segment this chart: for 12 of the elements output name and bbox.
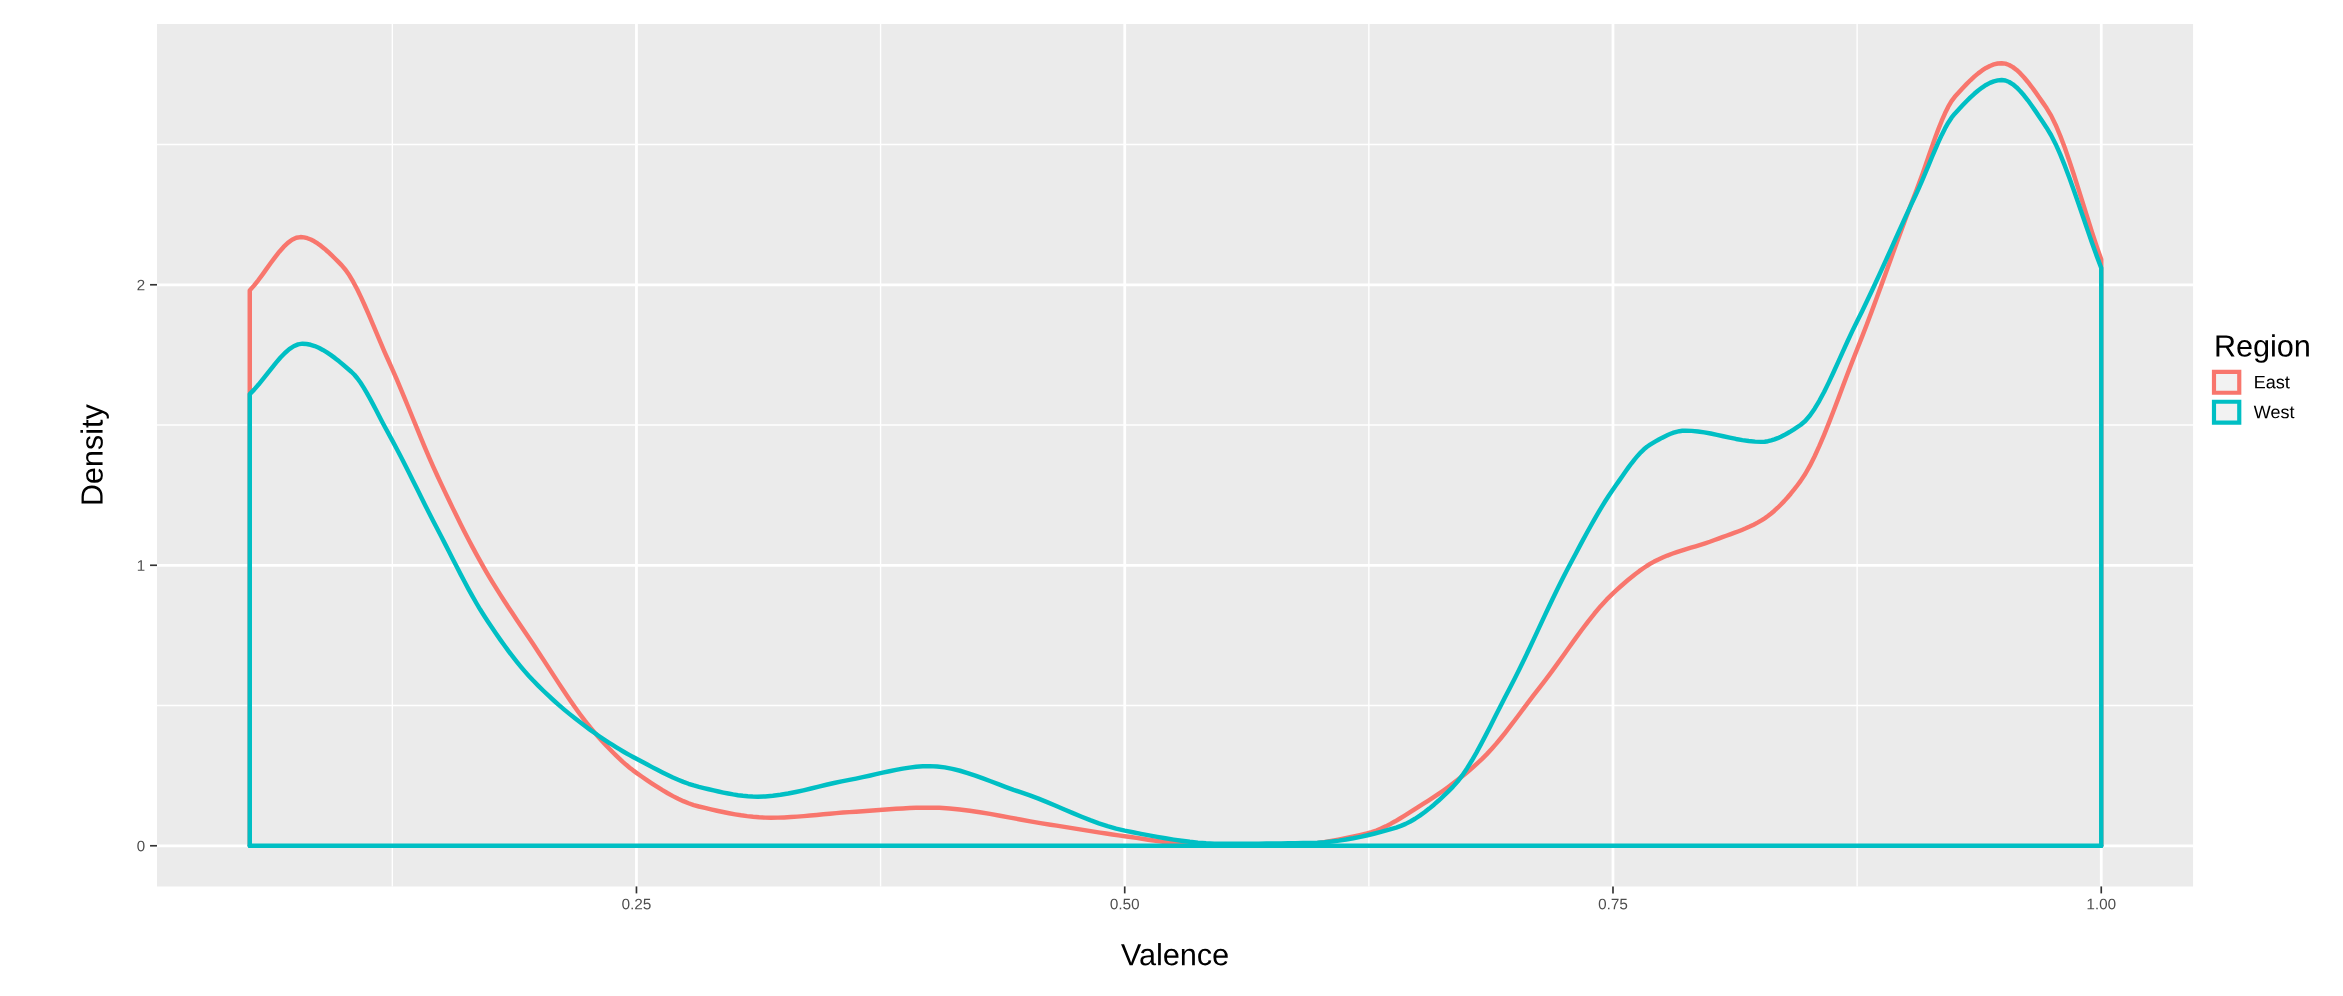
- x-tick-label: 0.50: [1110, 898, 1139, 910]
- legend-label: West: [2253, 405, 2295, 419]
- x-tick-label: 1.00: [2087, 898, 2116, 910]
- legend-label: East: [2255, 375, 2290, 389]
- y-tick-label: 1: [137, 560, 145, 571]
- y-axis-title: Density: [80, 404, 109, 504]
- x-axis-title: Valence: [1121, 943, 1228, 966]
- y-tick-label: 2: [137, 279, 145, 291]
- x-tick-label: 0.25: [622, 898, 651, 910]
- legend-title: Region: [2216, 334, 2309, 363]
- y-tick-label: 0: [137, 840, 145, 852]
- x-tick-label: 0.75: [1598, 898, 1628, 910]
